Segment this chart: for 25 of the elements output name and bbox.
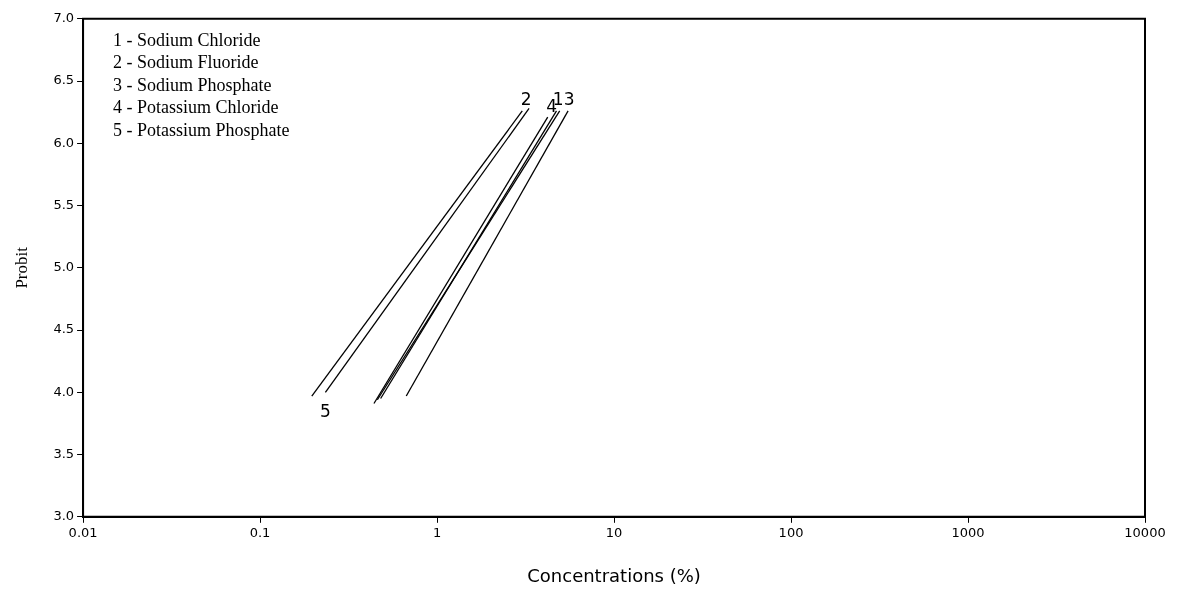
y-tick-label: 5.5 — [53, 196, 75, 212]
annotation: 4 - Potassium Chloride — [113, 97, 279, 118]
y-tick-label: 4.0 — [53, 383, 75, 399]
x-tick-label: 0.01 — [68, 524, 98, 540]
x-tick-label: 1 — [432, 524, 442, 540]
annotation: 5 - Potassium Phosphate — [113, 119, 290, 140]
x-tick-label: 10 — [605, 524, 623, 540]
annotation: 5 — [319, 400, 331, 421]
x-axis-title: Concentrations (%) — [527, 564, 701, 586]
y-tick-label: 3.0 — [53, 508, 75, 524]
y-tick-label: 5.0 — [53, 259, 75, 275]
x-tick-label: 0.1 — [249, 524, 271, 540]
y-axis-title: Probit — [11, 246, 31, 289]
x-tick-label: 1000 — [951, 524, 985, 540]
y-tick-label: 6.0 — [53, 134, 75, 150]
x-tick-label: 10000 — [1124, 524, 1166, 540]
y-tick-label: 7.0 — [53, 10, 75, 26]
annotation: 2 — [520, 89, 532, 110]
annotation: 1 - Sodium Chloride — [113, 29, 261, 50]
x-tick-label: 100 — [778, 524, 804, 540]
y-tick-label: 6.5 — [53, 72, 75, 88]
y-tick-label: 3.5 — [53, 445, 75, 461]
annotation: 2 - Sodium Fluoride — [113, 52, 259, 73]
y-tick-label: 4.5 — [53, 321, 75, 337]
annotation: 3 - Sodium Phosphate — [113, 74, 272, 95]
